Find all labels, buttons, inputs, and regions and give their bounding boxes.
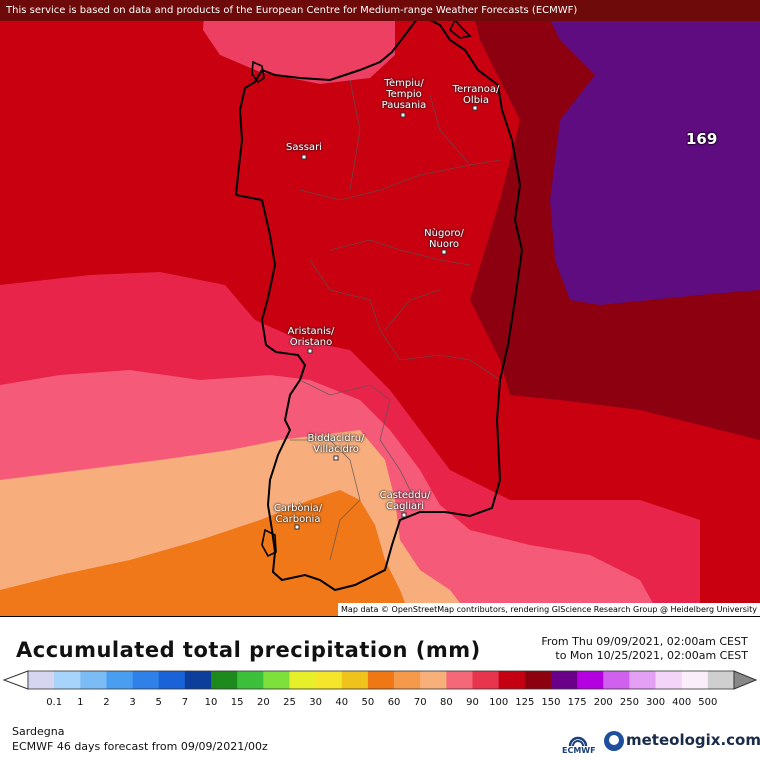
city-label-sassari: Sassari <box>286 142 322 153</box>
island-san-pietro <box>261 528 277 558</box>
scale-swatch <box>289 671 317 689</box>
city-marker-sassari[interactable] <box>301 154 307 160</box>
scale-swatch <box>550 671 578 689</box>
chart-title: Accumulated total precipitation (mm) <box>16 638 481 662</box>
scale-swatch <box>315 671 343 689</box>
scale-arrow-right <box>733 670 758 690</box>
scale-tick-label: 7 <box>181 697 189 708</box>
scale-swatch <box>341 671 369 689</box>
region-name: Sardegna <box>12 725 65 738</box>
scale-swatch <box>106 671 134 689</box>
scale-tick-label: 125 <box>515 697 535 708</box>
scale-swatch <box>394 671 421 689</box>
period-to: to Mon 10/25/2021, 02:00am CEST <box>555 649 748 662</box>
scale-swatch <box>498 671 526 689</box>
scale-swatch <box>472 671 500 689</box>
scale-swatch <box>420 671 447 689</box>
island-asinara <box>251 60 265 84</box>
city-marker-villacidro[interactable] <box>333 455 339 461</box>
scale-tick-label: 0.1 <box>46 697 63 708</box>
scale-swatch <box>629 671 657 689</box>
scale-tick-label: 60 <box>387 697 401 708</box>
forecast-period: From Thu 09/09/2021, 02:00am CEST to Mon… <box>541 635 748 663</box>
ecmwf-label: ECMWF <box>562 746 596 755</box>
scale-swatch <box>655 671 683 689</box>
field-purple <box>540 0 760 305</box>
map-svg <box>0 0 760 616</box>
scale-tick-label: 3 <box>129 697 136 708</box>
scale-tick-label: 15 <box>230 697 244 708</box>
city-label-nuoro: Nùgoro/ Nuoro <box>424 228 464 250</box>
scale-swatch <box>28 671 55 689</box>
scale-tick-label: 30 <box>309 697 322 708</box>
city-label-villacidro: Biddacidru/ Villacidro <box>307 433 365 455</box>
color-scale <box>2 670 758 690</box>
scale-tick-label: 2 <box>103 697 110 708</box>
scale-swatch <box>132 671 160 689</box>
scale-tick-label: 250 <box>619 697 639 708</box>
island-maddalena <box>448 18 472 39</box>
scale-tick-label: 90 <box>466 697 479 708</box>
scale-tick-label: 200 <box>593 697 613 708</box>
scale-tick-label: 5 <box>155 697 162 708</box>
scale-swatch <box>524 671 552 689</box>
scale-tick-label: 80 <box>439 697 453 708</box>
city-marker-oristano[interactable] <box>307 348 313 354</box>
map-attribution: Map data © OpenStreetMap contributors, r… <box>338 603 760 616</box>
scale-tick-label: 500 <box>698 697 718 708</box>
scale-swatch <box>263 671 290 689</box>
ecmwf-logo-icon <box>568 736 588 747</box>
scale-tick-label: 100 <box>489 697 509 708</box>
scale-arrow-left <box>2 670 29 690</box>
scale-tick-label: 1 <box>77 697 84 708</box>
scale-tick-label: 10 <box>204 697 218 708</box>
city-label-oristano: Aristanis/ Oristano <box>287 326 335 348</box>
data-source-banner: This service is based on data and produc… <box>0 0 760 21</box>
scale-tick-label: 70 <box>413 697 427 708</box>
scale-labels: 0.1 1 2 3 5 7 10 15 20 25 30 40 50 60 70 80 90 100 125 150 1… <box>0 697 760 711</box>
scale-swatch <box>184 671 212 689</box>
precipitation-map[interactable]: This service is based on data and produc… <box>0 0 760 617</box>
scale-tick-label: 25 <box>283 697 296 708</box>
field-orange <box>0 490 410 616</box>
scale-swatch <box>707 671 735 689</box>
scale-swatch <box>603 671 630 689</box>
city-marker-carbonia[interactable] <box>294 524 300 530</box>
city-label-tempio: Tèmpiu/ Tempio Pausania <box>381 78 427 111</box>
scale-tick-label: 150 <box>541 697 561 708</box>
scale-tick-label: 50 <box>361 697 375 708</box>
scale-tick-label: 300 <box>646 697 666 708</box>
meteologix-logo-icon[interactable] <box>604 731 624 751</box>
city-marker-tempio[interactable] <box>400 112 406 118</box>
city-label-olbia: Terranoa/ Olbia <box>452 84 500 106</box>
scale-swatch <box>446 671 474 689</box>
scale-swatch <box>158 671 186 689</box>
province-borders <box>290 79 501 561</box>
scale-outline <box>27 670 735 690</box>
scale-swatch <box>577 671 604 689</box>
city-marker-cagliari[interactable] <box>401 512 407 518</box>
city-label-carbonia: Carbònia/ Carbonia <box>273 503 323 525</box>
city-marker-nuoro[interactable] <box>441 249 447 255</box>
scale-swatch <box>237 671 264 689</box>
scale-tick-label: 400 <box>672 697 692 708</box>
period-from: From Thu 09/09/2021, 02:00am CEST <box>541 635 748 648</box>
max-value-label: 169 <box>686 130 718 148</box>
scale-tick-label: 175 <box>567 697 587 708</box>
coastline <box>234 13 524 592</box>
field-pink-north <box>203 0 395 84</box>
scale-swatch <box>80 671 107 689</box>
city-marker-olbia[interactable] <box>472 105 478 111</box>
model-info: ECMWF 46 days forecast from 09/09/2021/0… <box>12 740 268 753</box>
scale-swatch <box>54 671 81 689</box>
scale-tick-label: 20 <box>256 697 270 708</box>
scale-swatch <box>211 671 238 689</box>
city-label-cagliari: Casteddu/ Cagliari <box>379 490 431 512</box>
meteologix-brand[interactable]: meteologix.com <box>626 731 760 749</box>
scale-tick-label: 40 <box>335 697 349 708</box>
scale-swatch <box>367 671 395 689</box>
scale-swatch <box>681 671 709 689</box>
